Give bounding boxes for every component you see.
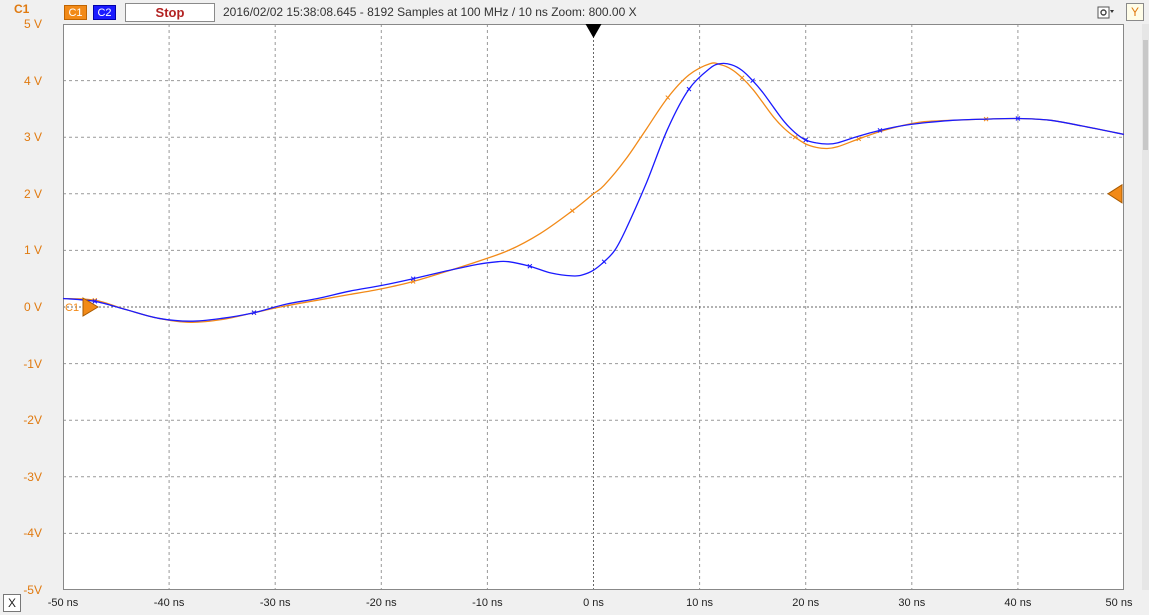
y-tick-label: -3V — [23, 469, 42, 484]
sample-point — [527, 263, 533, 269]
channel-c1-button[interactable]: C1 — [64, 5, 87, 20]
sample-point — [251, 310, 257, 316]
settings-menu-button[interactable] — [1097, 4, 1115, 20]
c1-ground-marker-icon[interactable] — [82, 297, 99, 317]
x-tick-label: 20 ns — [792, 597, 820, 609]
channel-c2-button[interactable]: C2 — [93, 5, 116, 20]
traces — [63, 62, 1124, 323]
vertical-scrollbar[interactable] — [1142, 24, 1149, 590]
y-tick-label: 0 V — [23, 300, 42, 314]
acquisition-status-text: 2016/02/02 15:38:08.645 - 8192 Samples a… — [223, 5, 637, 19]
x-tick-label: 0 ns — [583, 597, 604, 609]
y-tick-label: 2 V — [23, 186, 42, 201]
gear-menu-icon — [1097, 6, 1114, 19]
sample-point — [877, 128, 883, 133]
x-tick-label: -50 ns — [47, 597, 79, 609]
sample-point — [792, 134, 798, 140]
sample-point — [410, 276, 416, 282]
sample-point — [1015, 116, 1021, 121]
sample-point — [665, 95, 671, 100]
y-tick-label: 5 V — [23, 17, 42, 31]
y-tick-label: -4V — [23, 526, 42, 541]
sample-point — [601, 259, 607, 265]
markers: C1 — [65, 24, 1123, 317]
x-tick-label: -40 ns — [153, 597, 185, 609]
stop-button[interactable]: Stop — [125, 3, 215, 22]
y-axis-button[interactable]: Y — [1126, 3, 1144, 21]
x-tick-label: -20 ns — [366, 597, 397, 609]
y-tick-label: 3 V — [23, 130, 42, 145]
y-tick-label: -2V — [23, 413, 42, 428]
trigger-position-marker-icon[interactable] — [585, 24, 602, 38]
x-tick-label: 30 ns — [898, 597, 926, 609]
x-tick-label: -30 ns — [259, 597, 291, 609]
y-tick-label: 1 V — [23, 243, 42, 258]
toolbar: C1 C1 C2 Stop 2016/02/02 15:38:08.645 - … — [0, 0, 1149, 24]
x-tick-label: 10 ns — [686, 597, 714, 609]
sample-point — [92, 298, 98, 304]
y-tick-label: 4 V — [23, 73, 42, 88]
y-tick-label: -1V — [23, 356, 42, 371]
trace-c2 — [63, 62, 1124, 322]
scrollbar-thumb[interactable] — [1143, 40, 1148, 150]
sample-point — [803, 137, 809, 143]
x-tick-label: 50 ns — [1105, 597, 1133, 609]
x-tick-label: -10 ns — [472, 597, 503, 609]
sample-point — [856, 136, 862, 142]
c1-trigger-level-marker-icon[interactable] — [1107, 183, 1123, 204]
x-tick-label: 40 ns — [1004, 597, 1032, 609]
y-axis-channel-title: C1 — [14, 2, 30, 16]
c1-ground-marker-label: C1 — [65, 302, 79, 314]
sample-point — [569, 208, 575, 214]
scope-plot-area[interactable]: C1 — [63, 24, 1124, 590]
sample-point — [750, 78, 756, 83]
x-axis-button[interactable]: X — [3, 594, 21, 612]
sample-point — [686, 86, 692, 92]
sample-point — [739, 75, 745, 81]
y-tick-label: -5V — [23, 583, 42, 597]
